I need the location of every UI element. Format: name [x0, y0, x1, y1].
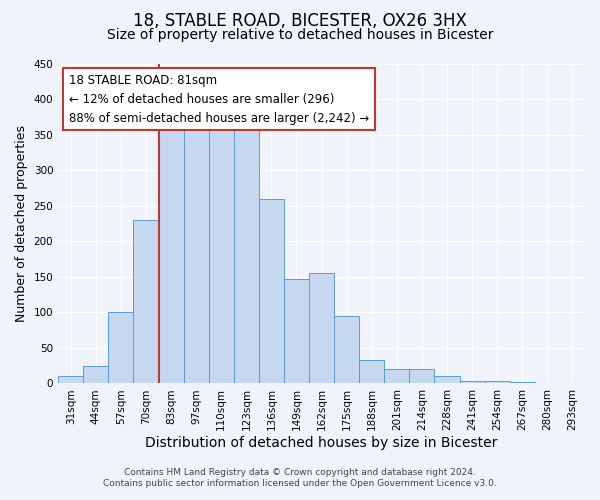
Bar	[133, 220, 158, 384]
Bar	[334, 316, 359, 384]
X-axis label: Distribution of detached houses by size in Bicester: Distribution of detached houses by size …	[145, 436, 498, 450]
Bar	[535, 382, 560, 384]
Bar	[409, 368, 434, 384]
Bar	[284, 279, 309, 384]
Bar	[460, 382, 485, 384]
Bar	[259, 199, 284, 384]
Text: Contains HM Land Registry data © Crown copyright and database right 2024.
Contai: Contains HM Land Registry data © Crown c…	[103, 468, 497, 487]
Bar	[109, 312, 133, 384]
Text: Size of property relative to detached houses in Bicester: Size of property relative to detached ho…	[107, 28, 493, 42]
Bar	[83, 366, 109, 384]
Bar	[184, 121, 209, 384]
Bar	[309, 274, 334, 384]
Bar	[359, 360, 385, 384]
Bar	[234, 130, 259, 384]
Bar	[510, 382, 535, 384]
Bar	[158, 124, 184, 384]
Bar	[58, 376, 83, 384]
Bar	[485, 380, 510, 384]
Bar	[209, 117, 234, 384]
Bar	[560, 382, 585, 384]
Y-axis label: Number of detached properties: Number of detached properties	[15, 125, 28, 322]
Bar	[385, 368, 409, 384]
Text: 18, STABLE ROAD, BICESTER, OX26 3HX: 18, STABLE ROAD, BICESTER, OX26 3HX	[133, 12, 467, 30]
Text: 18 STABLE ROAD: 81sqm
← 12% of detached houses are smaller (296)
88% of semi-det: 18 STABLE ROAD: 81sqm ← 12% of detached …	[69, 74, 369, 124]
Bar	[434, 376, 460, 384]
